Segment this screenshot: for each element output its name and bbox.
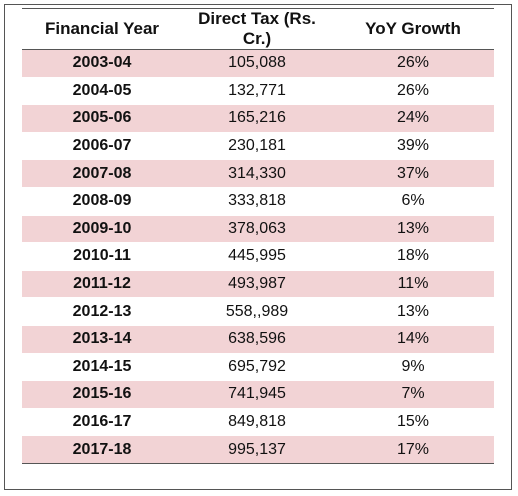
table-row: 2007-08 314,330 37% — [22, 159, 494, 188]
direct-tax-cell: 638,596 — [182, 325, 332, 354]
direct-tax-cell: 333,818 — [182, 187, 332, 216]
table-row: 2014-15 695,792 9% — [22, 353, 494, 382]
yoy-growth-cell: 39% — [332, 132, 494, 161]
direct-tax-cell: 445,995 — [182, 242, 332, 271]
financial-year-cell: 2017-18 — [22, 435, 182, 464]
table-row: 2009-10 378,063 13% — [22, 215, 494, 244]
yoy-growth-cell: 26% — [332, 77, 494, 106]
yoy-growth-cell: 15% — [332, 408, 494, 437]
financial-year-cell: 2010-11 — [22, 242, 182, 271]
direct-tax-cell: 741,945 — [182, 380, 332, 409]
yoy-growth-cell: 18% — [332, 242, 494, 271]
table-row: 2004-05 132,771 26% — [22, 77, 494, 106]
table-row: 2010-11 445,995 18% — [22, 242, 494, 271]
yoy-growth-cell: 14% — [332, 325, 494, 354]
financial-year-cell: 2007-08 — [22, 159, 182, 188]
financial-year-cell: 2009-10 — [22, 215, 182, 244]
direct-tax-cell: 849,818 — [182, 408, 332, 437]
direct-tax-cell: 314,330 — [182, 159, 332, 188]
table-row: 2008-09 333,818 6% — [22, 187, 494, 216]
financial-year-cell: 2011-12 — [22, 270, 182, 299]
financial-year-cell: 2014-15 — [22, 353, 182, 382]
header-direct-tax: Direct Tax (Rs. Cr.) — [182, 8, 332, 50]
table-row: 2012-13 558,,989 13% — [22, 297, 494, 326]
yoy-growth-cell: 24% — [332, 104, 494, 133]
financial-year-cell: 2005-06 — [22, 104, 182, 133]
yoy-growth-cell: 13% — [332, 297, 494, 326]
financial-year-cell: 2016-17 — [22, 408, 182, 437]
table-row: 2013-14 638,596 14% — [22, 325, 494, 354]
table-row: 2015-16 741,945 7% — [22, 380, 494, 409]
yoy-growth-cell: 11% — [332, 270, 494, 299]
direct-tax-cell: 493,987 — [182, 270, 332, 299]
yoy-growth-cell: 9% — [332, 353, 494, 382]
financial-year-cell: 2004-05 — [22, 77, 182, 106]
direct-tax-cell: 105,088 — [182, 49, 332, 78]
table-row: 2003-04 105,088 26% — [22, 49, 494, 78]
direct-tax-table: Financial Year Direct Tax (Rs. Cr.) YoY … — [22, 8, 494, 464]
yoy-growth-cell: 17% — [332, 435, 494, 464]
table-row: 2017-18 995,137 17% — [22, 435, 494, 464]
yoy-growth-cell: 13% — [332, 215, 494, 244]
header-row: Financial Year Direct Tax (Rs. Cr.) YoY … — [22, 8, 494, 50]
yoy-growth-cell: 37% — [332, 159, 494, 188]
header-financial-year: Financial Year — [22, 8, 182, 50]
financial-year-cell: 2006-07 — [22, 132, 182, 161]
yoy-growth-cell: 7% — [332, 380, 494, 409]
direct-tax-cell: 230,181 — [182, 132, 332, 161]
yoy-growth-cell: 26% — [332, 49, 494, 78]
financial-year-cell: 2008-09 — [22, 187, 182, 216]
table-header: Financial Year Direct Tax (Rs. Cr.) YoY … — [22, 8, 494, 50]
table-row: 2011-12 493,987 11% — [22, 270, 494, 299]
table-row: 2005-06 165,216 24% — [22, 104, 494, 133]
direct-tax-cell: 695,792 — [182, 353, 332, 382]
financial-year-cell: 2015-16 — [22, 380, 182, 409]
table-row: 2006-07 230,181 39% — [22, 132, 494, 161]
direct-tax-cell: 165,216 — [182, 104, 332, 133]
direct-tax-cell: 558,,989 — [182, 297, 332, 326]
table-body: 2003-04 105,088 26% 2004-05 132,771 26% … — [22, 49, 494, 464]
direct-tax-cell: 995,137 — [182, 435, 332, 464]
financial-year-cell: 2013-14 — [22, 325, 182, 354]
yoy-growth-cell: 6% — [332, 187, 494, 216]
financial-year-cell: 2012-13 — [22, 297, 182, 326]
header-yoy-growth: YoY Growth — [332, 8, 494, 50]
table-frame — [4, 4, 512, 490]
table-row: 2016-17 849,818 15% — [22, 408, 494, 437]
financial-year-cell: 2003-04 — [22, 49, 182, 78]
direct-tax-cell: 378,063 — [182, 215, 332, 244]
direct-tax-cell: 132,771 — [182, 77, 332, 106]
